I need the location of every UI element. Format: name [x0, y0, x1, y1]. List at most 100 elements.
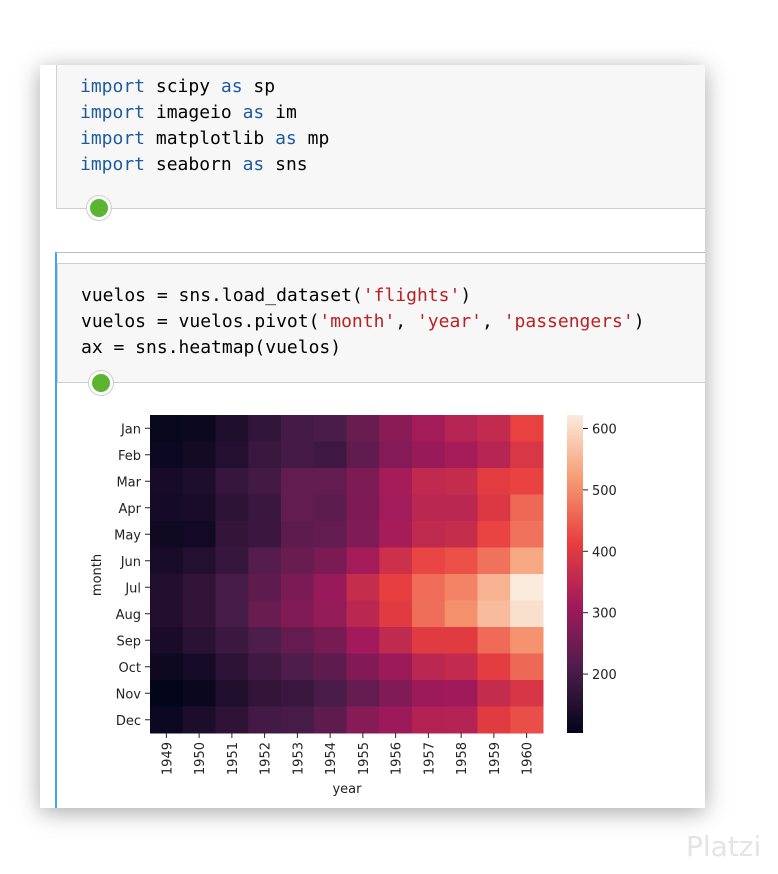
heatmap-cell — [215, 706, 249, 734]
heatmap-cell — [346, 468, 380, 495]
heatmap-cell — [215, 521, 249, 548]
heatmap-cell — [346, 627, 380, 654]
heatmap-cell — [510, 706, 544, 734]
code-token: matplotlib — [145, 128, 276, 149]
heatmap-cell — [477, 468, 511, 495]
heatmap-cell — [182, 468, 216, 495]
code-token: imageio — [145, 102, 243, 123]
heatmap-cell — [281, 653, 315, 681]
heatmap-cell — [182, 494, 216, 522]
heatmap-cell — [150, 494, 184, 522]
code-token: mp — [296, 128, 330, 149]
code-token: 'flights' — [362, 285, 461, 306]
heatmap-cell — [510, 574, 544, 601]
heatmap-cell — [477, 494, 511, 522]
heatmap-cell — [379, 547, 413, 575]
code-token: 'month' — [319, 311, 396, 332]
y-tick-label: Mar — [116, 475, 141, 490]
heatmap-cell — [379, 415, 413, 442]
x-tick-label: 1950 — [193, 742, 208, 775]
heatmap-cell — [215, 494, 249, 522]
code-token: vuelos = vuelos.pivot( — [81, 311, 320, 332]
x-tick-label: 1958 — [455, 742, 470, 775]
heatmap-cell — [281, 627, 315, 654]
heatmap-cell — [182, 521, 216, 548]
heatmap-cell — [412, 441, 446, 469]
x-tick-label: 1955 — [357, 742, 372, 775]
y-tick-label: Feb — [118, 449, 141, 464]
code-line: vuelos = sns.load_dataset('flights') — [81, 285, 471, 306]
heatmap-cell — [281, 494, 315, 522]
code-cell[interactable]: vuelos = sns.load_dataset('flights') vuel… — [55, 252, 705, 808]
code-line: import imageio as im — [80, 102, 297, 123]
x-tick-label: 1951 — [226, 742, 241, 775]
colorbar-tick-label: 200 — [592, 668, 617, 683]
code-token: vuelos = sns.load_dataset( — [81, 285, 363, 306]
code-token: as — [242, 154, 265, 175]
x-axis-label: year — [332, 782, 362, 797]
code-line: import seaborn as sns — [80, 154, 308, 175]
heatmap-cell — [150, 521, 184, 548]
heatmap-cell — [281, 680, 315, 707]
heatmap-cell — [444, 627, 478, 654]
code-line: import scipy as sp — [80, 76, 275, 97]
heatmap-cell — [477, 547, 511, 575]
heatmap-cell — [313, 441, 347, 469]
code-token: sns — [264, 154, 308, 175]
heatmap-cell — [182, 680, 216, 707]
heatmap-cell — [477, 415, 511, 442]
x-tick-label: 1949 — [160, 742, 175, 775]
heatmap-cell — [346, 547, 380, 575]
heatmap-cell — [313, 574, 347, 601]
x-tick-label: 1954 — [324, 742, 339, 775]
heatmap-cell — [412, 468, 446, 495]
heatmap-cell — [412, 653, 446, 681]
heatmap-cell — [182, 627, 216, 654]
code-token: as — [220, 76, 243, 97]
heatmap-cell — [346, 574, 380, 601]
heatmap-cell — [510, 680, 544, 707]
heatmap-cell — [281, 600, 315, 628]
heatmap-cell — [248, 653, 282, 681]
code-cell[interactable]: import scipy as sp import imageio as im im… — [56, 65, 705, 220]
heatmap-cell — [477, 441, 511, 469]
heatmap-cell — [182, 574, 216, 601]
heatmap-cell — [346, 521, 380, 548]
colorbar — [567, 415, 583, 733]
heatmap-cell — [313, 415, 347, 442]
code-line: vuelos = vuelos.pivot('month', 'year', '… — [81, 311, 645, 332]
x-tick-label: 1952 — [259, 742, 274, 775]
y-tick-label: Jan — [120, 422, 141, 437]
code-area: vuelos = sns.load_dataset('flights') vuel… — [57, 263, 705, 383]
heatmap-cell — [477, 574, 511, 601]
heatmap-cell — [346, 680, 380, 707]
heatmap-cell — [150, 415, 184, 442]
heatmap-cell — [412, 494, 446, 522]
heatmap-cell — [510, 468, 544, 495]
heatmap-cell — [379, 574, 413, 601]
code-token: seaborn — [145, 154, 243, 175]
heatmap-cell — [379, 441, 413, 469]
heatmap-cell — [510, 415, 544, 442]
code-token: 'passengers' — [503, 311, 634, 332]
heatmap-cell — [444, 547, 478, 575]
code-token: sp — [242, 76, 276, 97]
heatmap-cell — [510, 521, 544, 548]
heatmap-cell — [248, 627, 282, 654]
heatmap-cell — [444, 680, 478, 707]
code-token: import — [80, 102, 146, 123]
heatmap-cell — [510, 441, 544, 469]
heatmap-cell — [150, 547, 184, 575]
heatmap-cell — [150, 468, 184, 495]
x-tick-label: 1959 — [488, 742, 503, 775]
heatmap-cell — [444, 706, 478, 734]
heatmap-cell — [215, 441, 249, 469]
heatmap-cell — [346, 415, 380, 442]
heatmap-cell — [412, 574, 446, 601]
x-tick-label: 1956 — [390, 742, 405, 775]
heatmap-cell — [215, 600, 249, 628]
heatmap-cell — [444, 574, 478, 601]
watermark: Platzi — [686, 830, 762, 863]
heatmap-cell — [346, 653, 380, 681]
